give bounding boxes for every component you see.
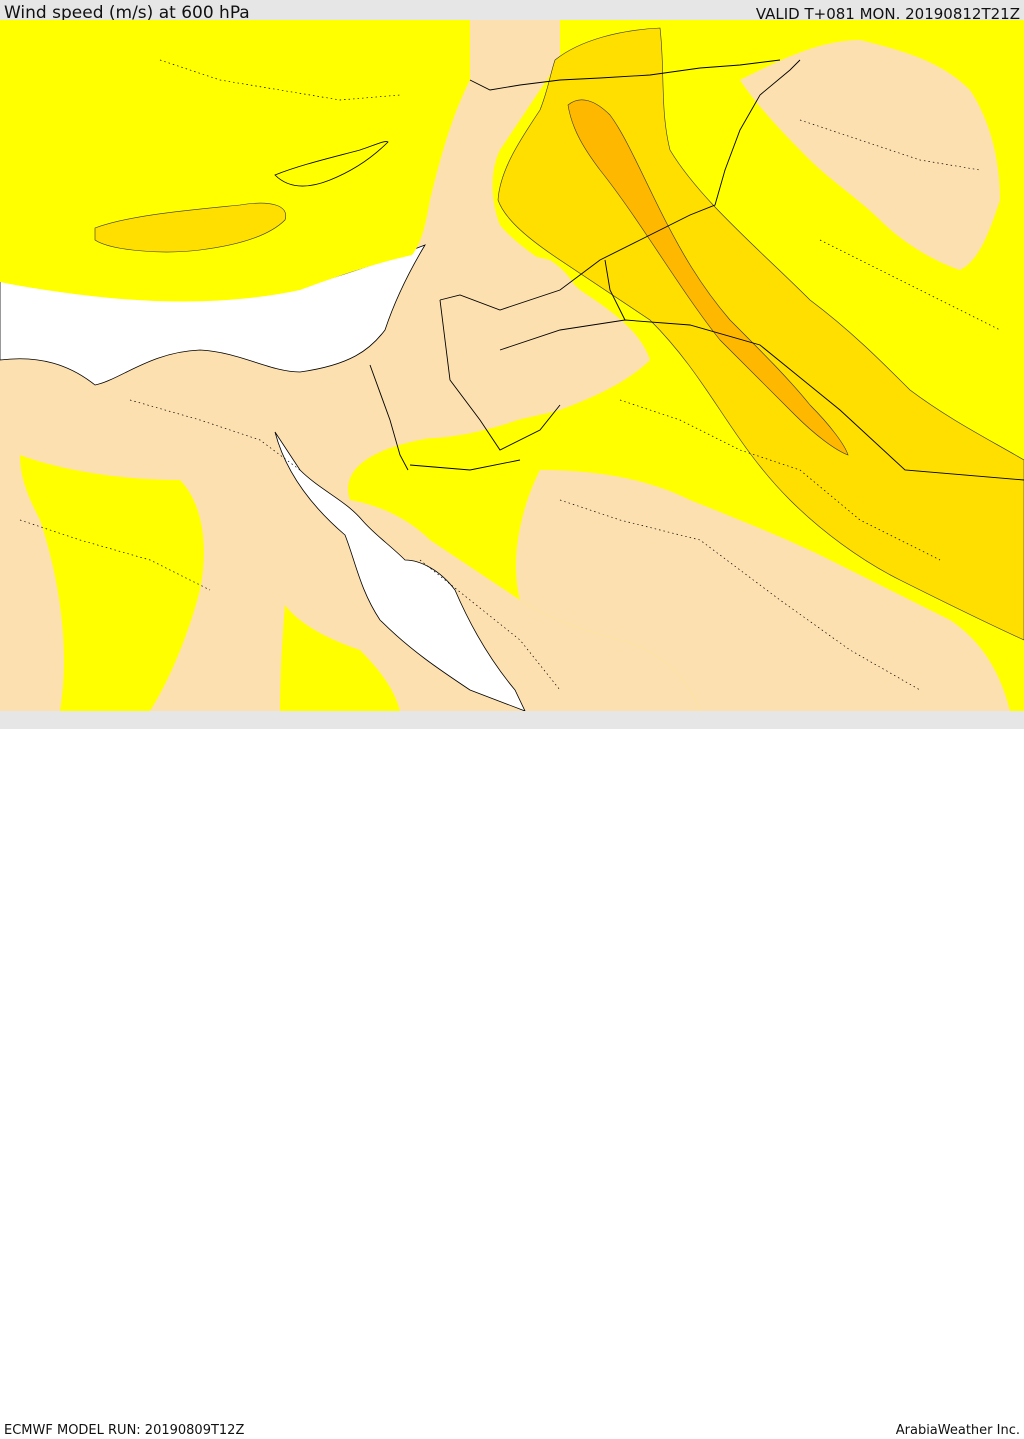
model-run-label: ECMWF MODEL RUN: 20190809T12Z <box>4 1423 245 1438</box>
wind-band-lowest-jordan <box>400 249 581 439</box>
country-borders <box>369 59 1024 481</box>
wind-speed-map <box>0 20 1024 711</box>
footer-bar: ECMWF MODEL RUN: 20190809T12Z ArabiaWeat… <box>0 711 1024 1438</box>
wind-band-low-south <box>20 455 204 711</box>
wind-band-mid-west <box>94 202 287 253</box>
wind-band-low-south2 <box>280 605 400 711</box>
provider-label: ArabiaWeather Inc. <box>895 1423 1020 1438</box>
header-bar: Wind speed (m/s) at 600 hPa VALID T+081 … <box>0 0 1024 23</box>
wind-band-lowest-arabia <box>516 470 1010 711</box>
map-title: Wind speed (m/s) at 600 hPa <box>4 3 250 23</box>
province-borders <box>19 59 1001 691</box>
wind-band-lowest-iran <box>740 40 1000 270</box>
cyprus-outline <box>274 141 389 187</box>
wind-band-high <box>567 99 849 456</box>
red-sea <box>274 431 526 711</box>
valid-time-label: VALID T+081 MON. 20190812T21Z <box>755 5 1020 23</box>
